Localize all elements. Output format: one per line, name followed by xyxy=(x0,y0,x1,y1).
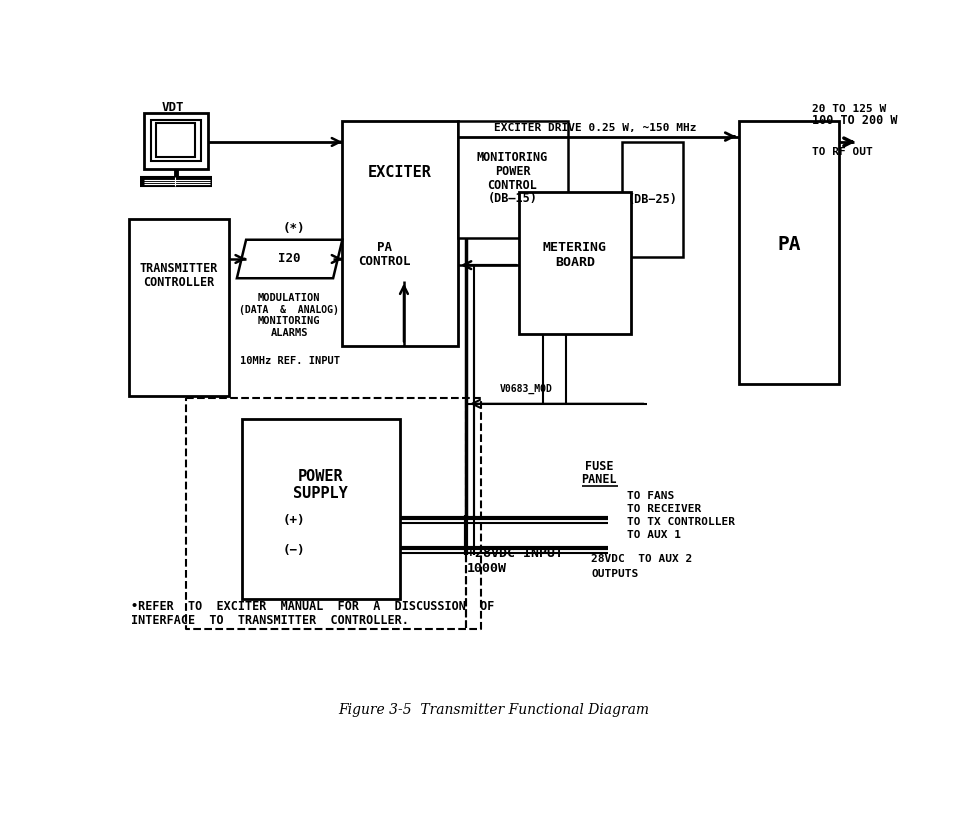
Text: 10MHz REF. INPUT: 10MHz REF. INPUT xyxy=(240,356,340,366)
Text: POWER: POWER xyxy=(495,164,530,178)
Text: (−): (−) xyxy=(282,544,305,557)
Text: BOARD: BOARD xyxy=(555,256,595,270)
Text: CONTROL: CONTROL xyxy=(488,178,538,192)
Text: MONITORING: MONITORING xyxy=(477,151,549,164)
Text: 20 TO 125 W: 20 TO 125 W xyxy=(812,104,886,114)
Text: EXCITER: EXCITER xyxy=(368,165,432,180)
Text: •REFER  TO  EXCITER  MANUAL  FOR  A  DISCUSSION  OF: •REFER TO EXCITER MANUAL FOR A DISCUSSIO… xyxy=(130,600,494,613)
Text: PA: PA xyxy=(377,241,392,254)
Bar xyxy=(150,120,201,161)
Polygon shape xyxy=(622,142,683,257)
Text: V0683_MOD: V0683_MOD xyxy=(500,384,553,394)
Bar xyxy=(145,114,207,168)
Text: OUTPUTS: OUTPUTS xyxy=(591,569,638,579)
Text: (DATA  &  ANALOG): (DATA & ANALOG) xyxy=(239,305,339,315)
Text: INTERFACE  TO  TRANSMITTER  CONTROLLER.: INTERFACE TO TRANSMITTER CONTROLLER. xyxy=(130,613,409,627)
Polygon shape xyxy=(458,121,568,238)
Polygon shape xyxy=(237,240,342,278)
Text: +28VDC INPUT: +28VDC INPUT xyxy=(468,548,563,560)
Text: TRANSMITTER: TRANSMITTER xyxy=(140,262,218,276)
Text: CONTROL: CONTROL xyxy=(359,255,411,268)
Bar xyxy=(129,219,229,396)
Text: (*): (*) xyxy=(282,222,305,236)
Text: 28VDC  TO AUX 2: 28VDC TO AUX 2 xyxy=(591,554,692,564)
Text: POWER: POWER xyxy=(298,470,343,485)
Text: CONTROLLER: CONTROLLER xyxy=(144,276,215,290)
Text: FUSE: FUSE xyxy=(584,461,613,473)
Text: TO FANS: TO FANS xyxy=(628,491,675,501)
Text: VDT: VDT xyxy=(162,100,184,114)
Text: METERING: METERING xyxy=(543,241,607,254)
Text: I20: I20 xyxy=(278,252,301,266)
Text: PA: PA xyxy=(777,235,801,254)
Bar xyxy=(520,192,631,334)
Text: 1000W: 1000W xyxy=(468,562,507,575)
Bar xyxy=(140,177,212,186)
Text: 100 TO 200 W: 100 TO 200 W xyxy=(812,114,897,127)
Bar xyxy=(342,121,458,346)
Text: (DB–15): (DB–15) xyxy=(488,193,538,206)
Text: TO AUX 1: TO AUX 1 xyxy=(628,530,682,540)
Text: MODULATION: MODULATION xyxy=(258,293,320,303)
Text: EXCITER DRIVE 0.25 W, ~150 MHz: EXCITER DRIVE 0.25 W, ~150 MHz xyxy=(494,123,696,133)
Text: TO TX CONTROLLER: TO TX CONTROLLER xyxy=(628,517,736,527)
Text: (+): (+) xyxy=(282,515,305,527)
Text: MONITORING: MONITORING xyxy=(258,316,320,326)
Bar xyxy=(156,124,196,157)
Bar xyxy=(739,121,839,384)
Text: TO RF OUT: TO RF OUT xyxy=(812,147,872,157)
Bar xyxy=(242,419,400,598)
Text: PANEL: PANEL xyxy=(581,473,617,486)
Text: SUPPLY: SUPPLY xyxy=(293,486,348,501)
Text: (DB−25): (DB−25) xyxy=(628,193,678,206)
Text: Figure 3-5  Transmitter Functional Diagram: Figure 3-5 Transmitter Functional Diagra… xyxy=(338,703,650,717)
Text: ALARMS: ALARMS xyxy=(271,328,308,338)
Text: TO RECEIVER: TO RECEIVER xyxy=(628,505,702,515)
